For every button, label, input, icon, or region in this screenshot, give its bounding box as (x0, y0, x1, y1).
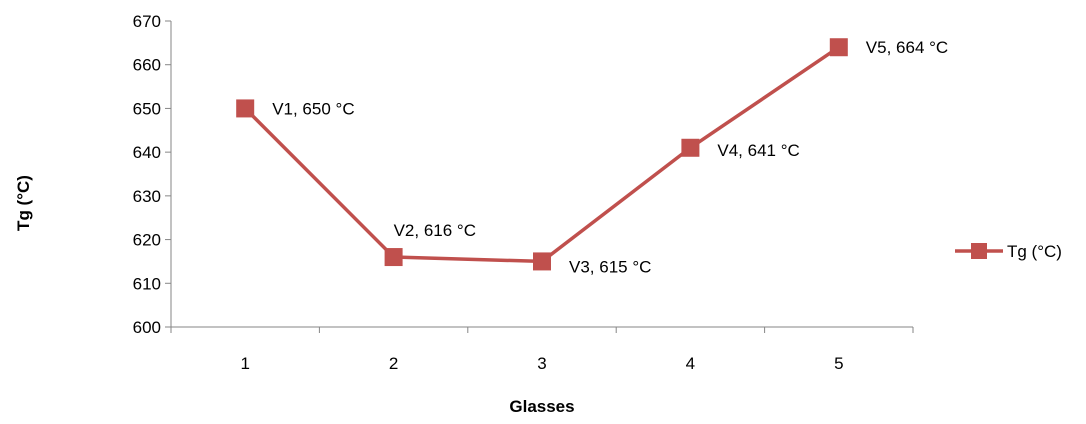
x-tick-label: 3 (537, 354, 546, 373)
x-tick-label: 5 (834, 354, 843, 373)
y-tick-label: 640 (133, 143, 161, 162)
y-tick-label: 610 (133, 274, 161, 293)
axes (170, 21, 913, 328)
data-label: V3, 615 °C (569, 257, 651, 276)
series-tg (236, 38, 848, 271)
x-axis-title: Glasses (509, 397, 574, 416)
data-point-marker (681, 138, 700, 157)
legend: Tg (°C) (955, 242, 1062, 261)
data-label: V1, 650 °C (272, 99, 354, 118)
y-tick-label: 620 (133, 231, 161, 250)
y-tick-label: 670 (133, 12, 161, 31)
x-tick-label: 1 (240, 354, 249, 373)
y-tick-label: 650 (133, 99, 161, 118)
data-label: V4, 641 °C (717, 141, 799, 160)
y-tick-label: 600 (133, 318, 161, 337)
data-labels: V1, 650 °C V2, 616 °C V3, 615 °C V4, 641 °C… (272, 38, 948, 276)
data-point-marker (829, 38, 848, 57)
data-point-marker (533, 252, 551, 271)
x-axis-ticks: 1 2 3 4 5 (170, 327, 914, 373)
data-point-marker (384, 248, 403, 267)
y-axis-ticks: 600 610 620 630 640 650 660 670 (133, 12, 171, 337)
y-tick-label: 660 (133, 56, 161, 75)
x-tick-label: 4 (686, 354, 695, 373)
y-tick-label: 630 (133, 187, 161, 206)
data-label: V2, 616 °C (394, 221, 476, 240)
y-axis-title: Tg (°C) (14, 175, 33, 231)
x-tick-label: 2 (389, 354, 398, 373)
data-point-marker (236, 99, 255, 118)
legend-label: Tg (°C) (1007, 242, 1062, 261)
legend-square-marker (971, 243, 987, 259)
data-label: V5, 664 °C (866, 38, 948, 57)
